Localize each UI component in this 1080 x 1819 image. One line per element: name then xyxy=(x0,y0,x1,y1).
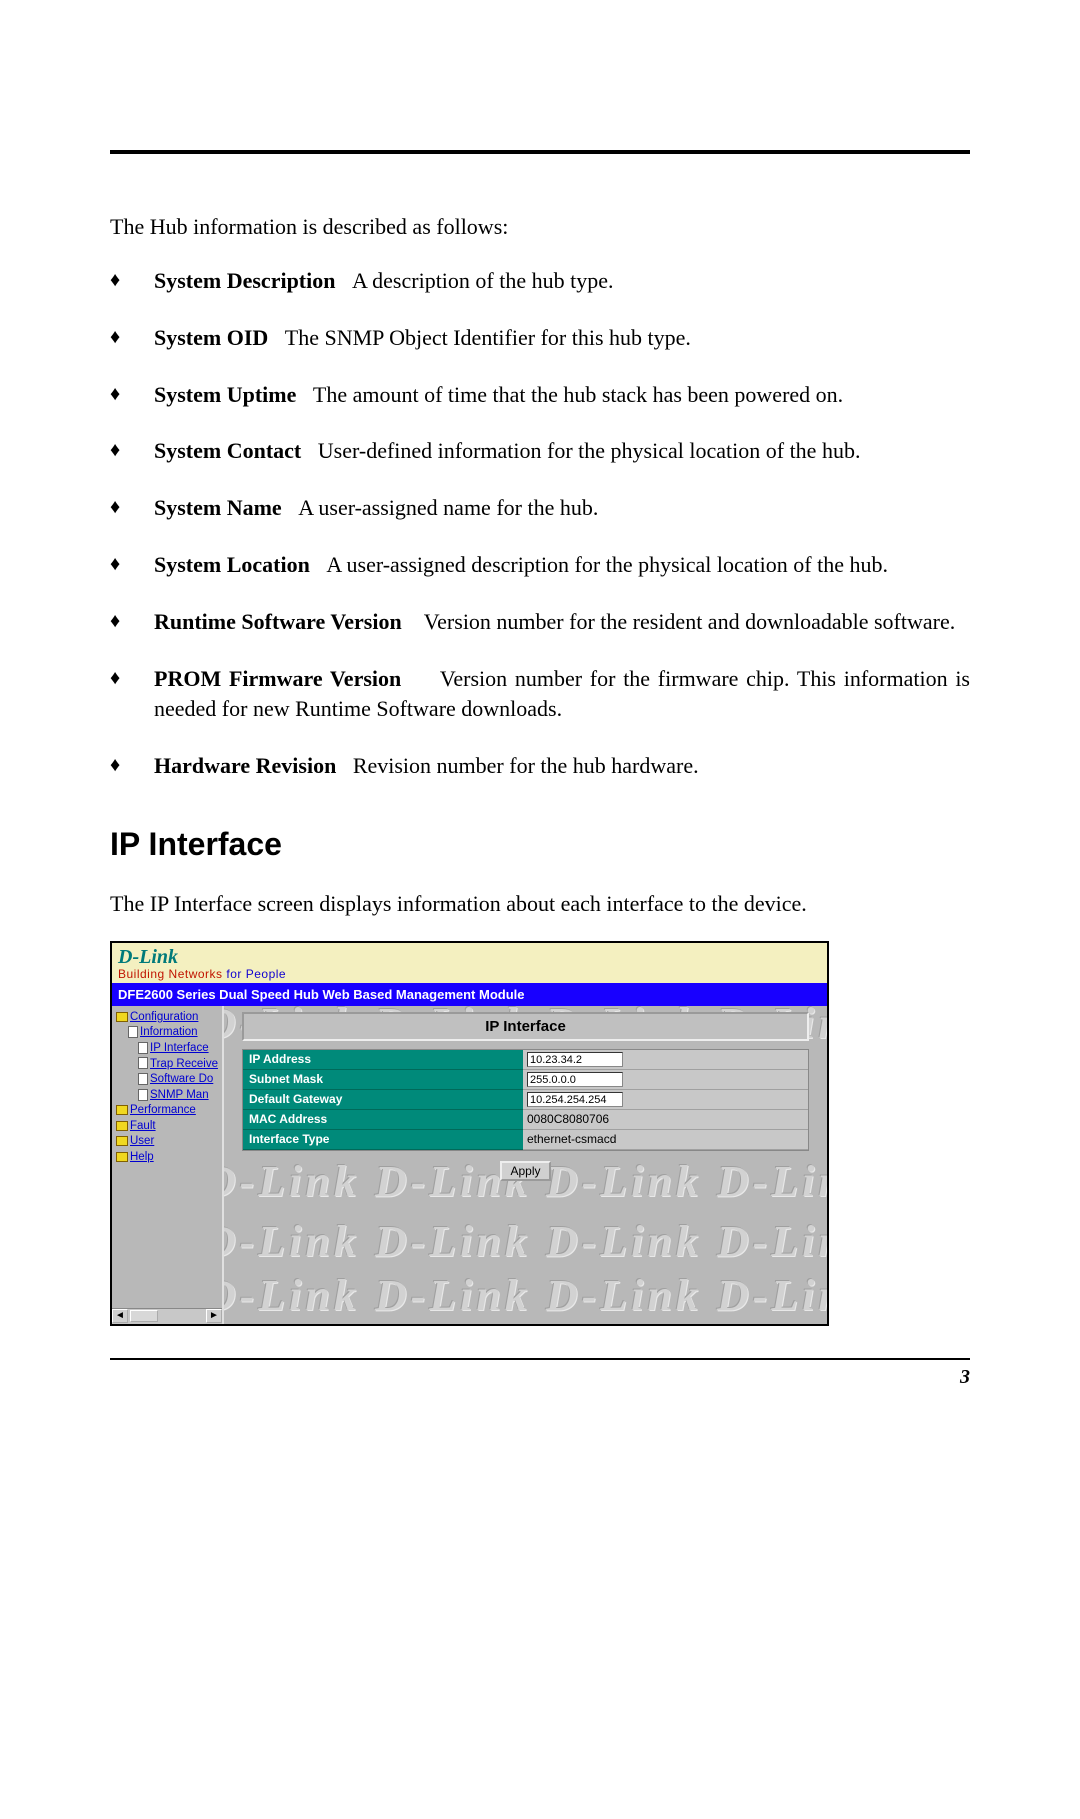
page-number: 3 xyxy=(110,1366,970,1389)
bullet-diamond-icon: ♦ xyxy=(110,607,154,638)
section-heading: IP Interface xyxy=(110,826,970,863)
bullet-diamond-icon: ♦ xyxy=(110,493,154,524)
bullet-desc: A description of the hub type. xyxy=(352,268,614,293)
main-panel: D-Link D-Link D-Link D-Link D-Link D-Lin… xyxy=(224,1006,827,1324)
folder-icon xyxy=(116,1012,128,1022)
apply-button[interactable]: Apply xyxy=(500,1161,550,1181)
nav-performance[interactable]: Performance xyxy=(130,1104,196,1116)
hub-info-list: ♦ System Description A description of th… xyxy=(110,266,970,782)
section-intro: The IP Interface screen displays informa… xyxy=(110,891,970,917)
bullet-term: System Uptime xyxy=(154,382,296,407)
list-item: ♦ Hardware Revision Revision number for … xyxy=(110,751,970,782)
watermark: D-Link D-Link D-Link D-Link xyxy=(224,1216,827,1267)
panel-title: IP Interface xyxy=(242,1012,809,1041)
document-icon xyxy=(138,1042,148,1054)
title-bar: DFE2600 Series Dual Speed Hub Web Based … xyxy=(112,983,827,1006)
nav-help[interactable]: Help xyxy=(130,1151,154,1163)
brand-logo: D-Link xyxy=(118,947,821,967)
list-item: ♦ System Uptime The amount of time that … xyxy=(110,380,970,411)
folder-icon xyxy=(116,1136,128,1146)
bullet-diamond-icon: ♦ xyxy=(110,266,154,297)
scroll-right-icon[interactable]: ► xyxy=(206,1309,222,1323)
bullet-term: Hardware Revision xyxy=(154,753,336,778)
list-item: ♦ Runtime Software Version Version numbe… xyxy=(110,607,970,638)
input-subnet-mask[interactable]: 255.0.0.0 xyxy=(527,1072,623,1087)
label-default-gateway: Default Gateway xyxy=(243,1090,523,1110)
value-interface-type: ethernet-csmacd xyxy=(527,1132,616,1146)
nav-trap-receive[interactable]: Trap Receive xyxy=(150,1058,218,1070)
bullet-term: System Description xyxy=(154,268,335,293)
nav-software-download[interactable]: Software Do xyxy=(150,1073,213,1085)
tagline-part2: for People xyxy=(226,967,286,981)
folder-icon xyxy=(116,1105,128,1115)
label-mac-address: MAC Address xyxy=(243,1110,523,1130)
nav-configuration[interactable]: Configuration xyxy=(130,1011,198,1023)
folder-icon xyxy=(116,1121,128,1131)
list-item: ♦ System OID The SNMP Object Identifier … xyxy=(110,323,970,354)
bullet-desc: Revision number for the hub hardware. xyxy=(353,753,699,778)
bullet-diamond-icon: ♦ xyxy=(110,550,154,581)
list-item: ♦ System Contact User-defined informatio… xyxy=(110,436,970,467)
ip-interface-form: IP Address 10.23.34.2 Subnet Mask 255.0.… xyxy=(242,1049,809,1151)
bullet-desc: A user-assigned description for the phys… xyxy=(326,552,888,577)
bullet-diamond-icon: ♦ xyxy=(110,323,154,354)
nav-snmp-man[interactable]: SNMP Man xyxy=(150,1089,209,1101)
scroll-thumb[interactable] xyxy=(130,1310,158,1322)
bullet-diamond-icon: ♦ xyxy=(110,664,154,726)
nav-information[interactable]: Information xyxy=(140,1026,198,1038)
label-subnet-mask: Subnet Mask xyxy=(243,1070,523,1090)
nav-horizontal-scrollbar[interactable]: ◄ ► xyxy=(112,1308,222,1324)
bullet-diamond-icon: ♦ xyxy=(110,380,154,411)
bullet-term: System Name xyxy=(154,495,282,520)
bullet-term: System Contact xyxy=(154,438,301,463)
bullet-desc: Version number for the resident and down… xyxy=(424,609,956,634)
document-icon xyxy=(138,1089,148,1101)
top-rule xyxy=(110,150,970,154)
management-window: D-Link Building Networks for People DFE2… xyxy=(110,941,829,1326)
bullet-desc: The amount of time that the hub stack ha… xyxy=(313,382,843,407)
nav-fault[interactable]: Fault xyxy=(130,1120,156,1132)
window-header: D-Link Building Networks for People xyxy=(112,943,827,983)
bullet-desc: User-defined information for the physica… xyxy=(318,438,861,463)
label-interface-type: Interface Type xyxy=(243,1130,523,1150)
list-item: ♦ System Description A description of th… xyxy=(110,266,970,297)
document-icon xyxy=(138,1073,148,1085)
bullet-desc: The SNMP Object Identifier for this hub … xyxy=(285,325,691,350)
list-item: ♦ System Location A user-assigned descri… xyxy=(110,550,970,581)
bullet-term: PROM Firmware Version xyxy=(154,666,401,691)
list-item: ♦ PROM Firmware Version Version number f… xyxy=(110,664,970,726)
nav-user[interactable]: User xyxy=(130,1135,154,1147)
input-ip-address[interactable]: 10.23.34.2 xyxy=(527,1052,623,1067)
watermark: D-Link D-Link D-Link D-Link xyxy=(224,1270,827,1321)
brand-tagline: Building Networks for People xyxy=(118,967,821,981)
scroll-left-icon[interactable]: ◄ xyxy=(112,1309,128,1323)
input-default-gateway[interactable]: 10.254.254.254 xyxy=(527,1092,623,1107)
list-item: ♦ System Name A user-assigned name for t… xyxy=(110,493,970,524)
document-icon xyxy=(128,1026,138,1038)
bullet-diamond-icon: ♦ xyxy=(110,436,154,467)
bullet-term: System OID xyxy=(154,325,268,350)
bottom-rule xyxy=(110,1358,970,1360)
label-ip-address: IP Address xyxy=(243,1050,523,1070)
nav-ip-interface[interactable]: IP Interface xyxy=(150,1042,209,1054)
bullet-diamond-icon: ♦ xyxy=(110,751,154,782)
bullet-desc: A user-assigned name for the hub. xyxy=(298,495,598,520)
bullet-term: System Location xyxy=(154,552,310,577)
bullet-term: Runtime Software Version xyxy=(154,609,402,634)
intro-text: The Hub information is described as foll… xyxy=(110,214,970,240)
document-icon xyxy=(138,1057,148,1069)
nav-tree: Configuration Information IP Interface T… xyxy=(112,1006,224,1324)
value-mac-address: 0080C8080706 xyxy=(527,1112,609,1126)
tagline-part1: Building Networks xyxy=(118,967,226,981)
window-body: Configuration Information IP Interface T… xyxy=(112,1006,827,1324)
folder-icon xyxy=(116,1152,128,1162)
